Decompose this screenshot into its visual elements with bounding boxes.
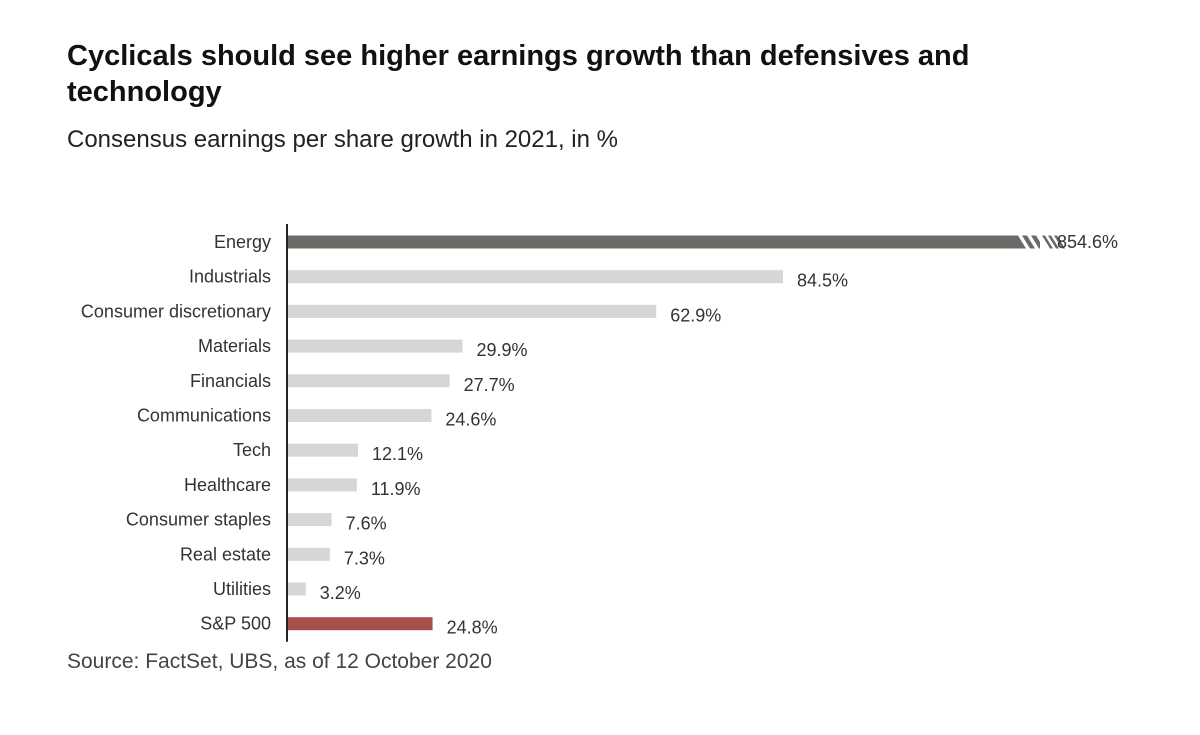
- bar-benchmark: [288, 617, 433, 631]
- value-label: 84.5%: [797, 271, 848, 291]
- chart-source: Source: FactSet, UBS, as of 12 October 2…: [67, 650, 492, 673]
- axis-break-stripe: [1042, 235, 1053, 249]
- chart-subtitle: Consensus earnings per share growth in 2…: [67, 126, 618, 153]
- bar: [288, 270, 784, 284]
- category-label: Real estate: [180, 544, 271, 564]
- category-label: Communications: [137, 406, 271, 426]
- axis-break-stripe: [1018, 235, 1030, 249]
- category-label: Financials: [190, 371, 271, 391]
- value-label: 7.6%: [346, 514, 387, 534]
- category-label: Consumer staples: [126, 510, 271, 530]
- bar: [288, 513, 332, 527]
- bar: [288, 547, 330, 561]
- chart-title: Cyclicals should see higher earnings gro…: [67, 40, 970, 108]
- bar: [288, 478, 357, 492]
- bar: [288, 443, 359, 457]
- bar: [288, 339, 463, 353]
- category-label: Tech: [233, 440, 271, 460]
- value-label: 12.1%: [372, 444, 423, 464]
- category-label: Utilities: [213, 579, 271, 599]
- value-label: 854.6%: [1057, 232, 1118, 252]
- value-label: 62.9%: [670, 305, 721, 325]
- category-label: Materials: [198, 336, 271, 356]
- bar: [288, 304, 657, 318]
- axis-break-stripe: [1054, 235, 1065, 249]
- category-label: Consumer discretionary: [81, 301, 271, 321]
- value-label: 29.9%: [477, 340, 528, 360]
- bar: [288, 374, 450, 388]
- bar: [288, 582, 306, 596]
- category-label: S&P 500: [200, 614, 271, 634]
- value-label: 7.3%: [344, 548, 385, 568]
- axis-break-stripe: [1048, 235, 1059, 249]
- value-label: 24.8%: [447, 618, 498, 638]
- bar: [288, 409, 432, 422]
- axis-break-stripe: [1036, 235, 1048, 249]
- value-label: 27.7%: [464, 375, 515, 395]
- value-label: 3.2%: [320, 583, 361, 603]
- value-label: 24.6%: [445, 410, 496, 430]
- category-label: Healthcare: [184, 475, 271, 495]
- category-label: Industrials: [189, 267, 271, 287]
- axis-break-stripe: [1027, 235, 1039, 249]
- category-label: Energy: [214, 232, 271, 252]
- bar-energy-truncated: [288, 235, 1040, 249]
- value-label: 11.9%: [371, 479, 421, 499]
